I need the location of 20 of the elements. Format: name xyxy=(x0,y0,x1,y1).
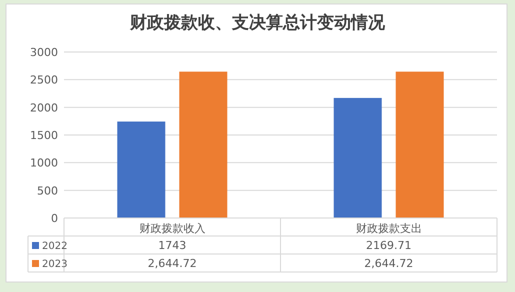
legend-label: 2022 xyxy=(42,241,68,252)
y-tick-label: 1000 xyxy=(30,156,58,170)
y-tick-label: 1500 xyxy=(30,129,58,142)
data-label: 2169.71 xyxy=(366,239,412,252)
y-tick-label: 2000 xyxy=(30,101,58,114)
bar xyxy=(396,72,444,218)
y-tick-label: 2500 xyxy=(30,74,58,87)
y-tick-label: 3000 xyxy=(30,46,58,59)
data-label: 2,644.72 xyxy=(364,257,414,270)
chart-title: 财政拨款收、支决算总计变动情况 xyxy=(129,13,386,33)
legend-label: 2023 xyxy=(42,259,68,270)
x-tick-label: 财政拨款支出 xyxy=(356,222,422,235)
data-label: 2,644.72 xyxy=(148,257,197,270)
bar xyxy=(179,72,228,218)
bar xyxy=(334,98,382,218)
y-tick-label: 0 xyxy=(51,212,58,225)
data-label: 1743 xyxy=(158,239,186,252)
bar xyxy=(117,122,166,218)
x-tick-label: 财政拨款收入 xyxy=(139,222,206,235)
y-tick-label: 500 xyxy=(37,184,58,198)
